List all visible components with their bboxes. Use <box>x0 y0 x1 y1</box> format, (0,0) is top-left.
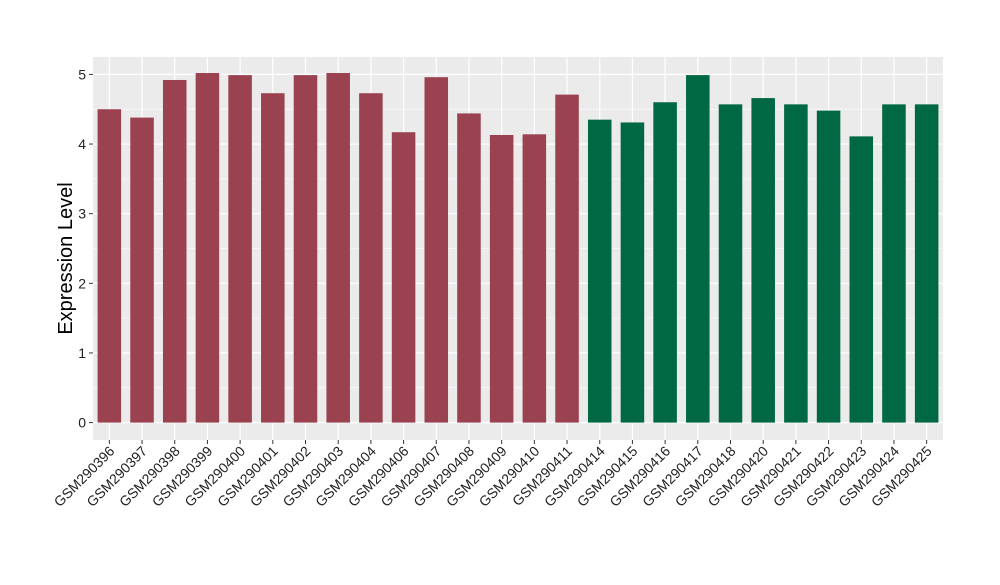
bar-GSM290397 <box>130 117 154 423</box>
bar-GSM290414 <box>587 119 612 423</box>
y-tick-label: 1 <box>78 345 86 361</box>
bar-GSM290424 <box>882 104 906 423</box>
bar-GSM290416 <box>653 102 677 423</box>
bar-GSM290404 <box>359 93 383 423</box>
bar-GSM290398 <box>162 79 187 423</box>
bar-GSM290401 <box>261 93 285 423</box>
bar-GSM290411 <box>555 94 579 423</box>
y-tick-label: 2 <box>78 275 86 291</box>
bar-GSM290406 <box>391 132 416 423</box>
y-axis-label: Expression Level <box>55 182 77 334</box>
bar-GSM290400 <box>228 75 252 423</box>
bar-GSM290425 <box>914 104 939 423</box>
bar-GSM290410 <box>522 134 547 423</box>
bar-GSM290409 <box>489 134 514 423</box>
y-tick-label: 3 <box>78 206 86 222</box>
y-tick-label: 4 <box>78 136 86 152</box>
bar-GSM290423 <box>849 136 874 423</box>
bar-GSM290403 <box>326 73 350 423</box>
y-tick-label: 5 <box>78 66 86 82</box>
bars <box>97 73 939 423</box>
x-axis: GSM290396GSM290397GSM290398GSM290399GSM2… <box>51 440 935 510</box>
bar-GSM290402 <box>293 75 318 423</box>
bar-GSM290421 <box>784 104 808 423</box>
bar-GSM290396 <box>97 109 122 423</box>
y-axis: 0 1 2 3 4 5 <box>78 66 93 431</box>
bar-GSM290407 <box>424 77 449 423</box>
bar-GSM290418 <box>718 104 743 423</box>
bar-GSM290408 <box>457 113 481 423</box>
bar-GSM290417 <box>686 75 710 423</box>
bar-GSM290415 <box>620 122 645 423</box>
bar-GSM290399 <box>195 73 220 423</box>
y-tick-label: 0 <box>78 415 86 431</box>
bar-GSM290420 <box>751 98 775 423</box>
bar-GSM290422 <box>816 110 841 423</box>
